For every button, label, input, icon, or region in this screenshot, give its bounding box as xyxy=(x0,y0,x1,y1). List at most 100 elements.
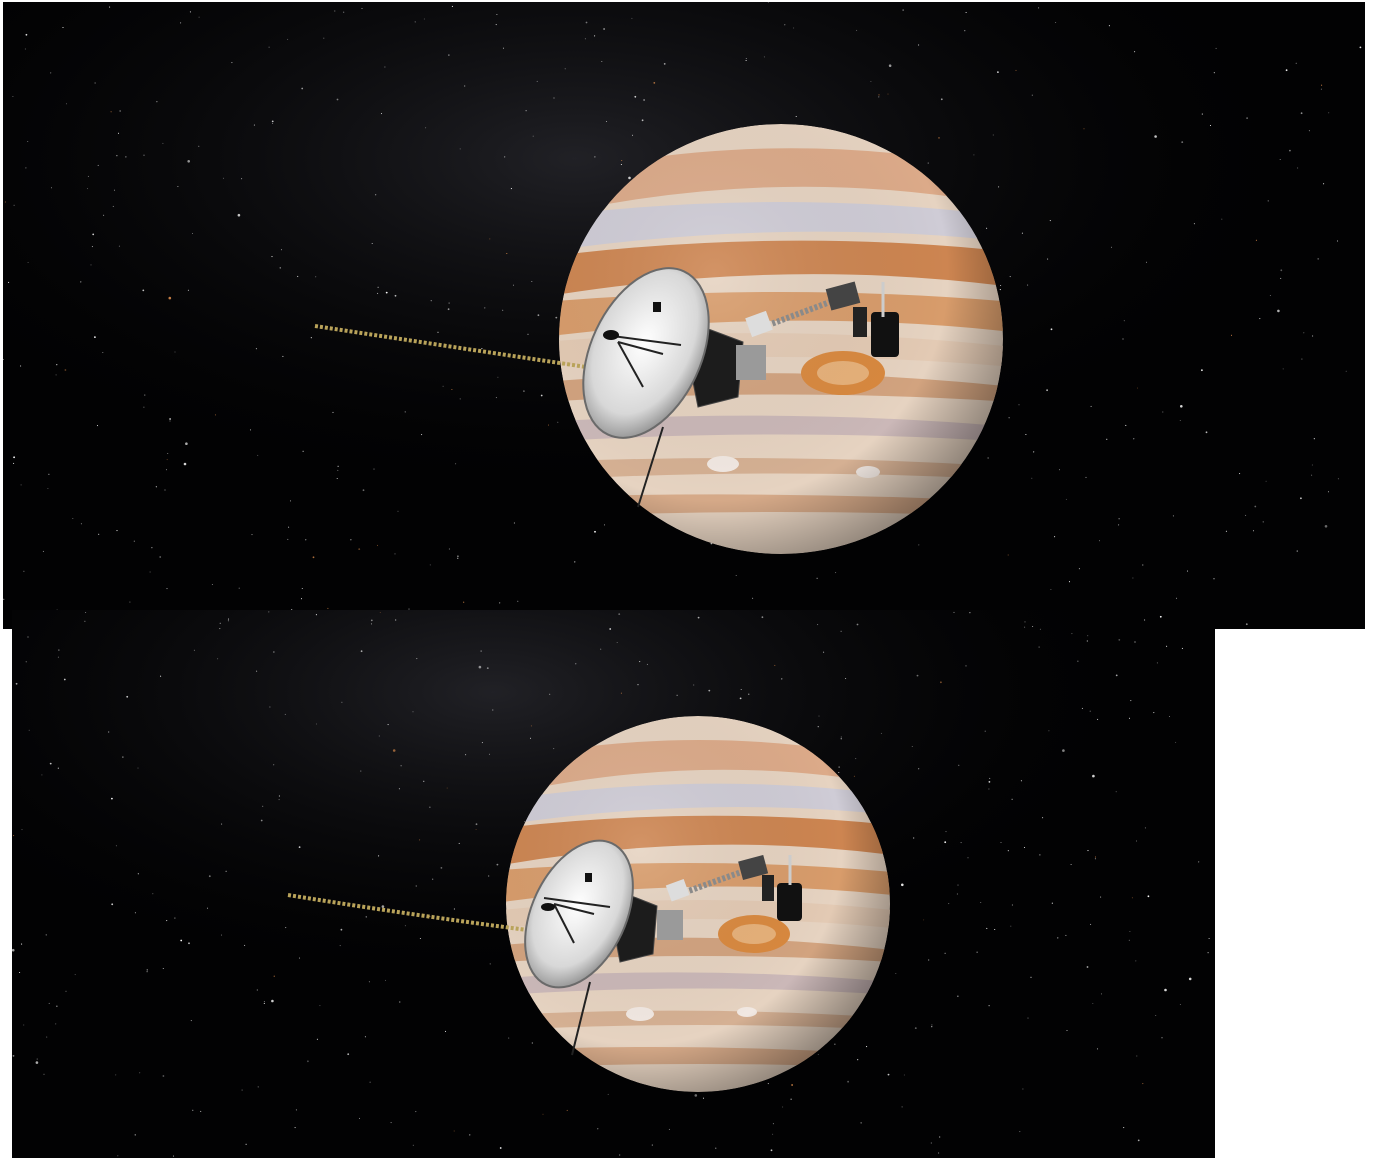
star xyxy=(1085,476,1087,478)
star xyxy=(484,307,486,309)
star xyxy=(245,1143,247,1145)
star xyxy=(211,583,213,586)
science-platform xyxy=(665,854,802,921)
star xyxy=(448,302,450,304)
star xyxy=(143,154,145,156)
star xyxy=(1031,477,1033,479)
star xyxy=(1259,318,1261,320)
star xyxy=(1161,1037,1163,1039)
star xyxy=(63,678,66,681)
star xyxy=(455,463,457,465)
star xyxy=(298,957,301,959)
star xyxy=(1156,662,1158,664)
star xyxy=(918,44,920,46)
star xyxy=(1137,1139,1140,1142)
star xyxy=(364,1036,366,1038)
star xyxy=(134,1134,136,1136)
star xyxy=(8,281,10,283)
star xyxy=(404,925,406,927)
star xyxy=(457,557,459,559)
star xyxy=(437,331,439,333)
star xyxy=(1142,1083,1144,1085)
star xyxy=(940,98,943,101)
star xyxy=(50,72,52,74)
star xyxy=(151,547,153,549)
star xyxy=(1136,1055,1138,1057)
star xyxy=(119,110,121,112)
star xyxy=(486,667,489,669)
star xyxy=(878,94,880,96)
star xyxy=(605,120,608,123)
star xyxy=(169,418,172,420)
star xyxy=(90,264,92,266)
star xyxy=(12,95,14,98)
star xyxy=(284,713,286,715)
star xyxy=(262,805,264,807)
star xyxy=(594,156,596,158)
star xyxy=(395,619,397,621)
star xyxy=(116,530,118,532)
star xyxy=(499,602,501,604)
star xyxy=(96,425,99,427)
star xyxy=(1100,896,1102,898)
star xyxy=(187,289,189,291)
star xyxy=(109,6,111,8)
star xyxy=(160,675,162,677)
star xyxy=(238,587,240,589)
star xyxy=(13,456,16,459)
star xyxy=(887,1073,890,1076)
star xyxy=(1282,368,1284,370)
star xyxy=(84,620,86,622)
star xyxy=(1166,645,1168,647)
star xyxy=(1213,578,1215,580)
star xyxy=(57,767,59,769)
star xyxy=(227,618,230,620)
star xyxy=(488,875,490,877)
star xyxy=(102,351,104,354)
star xyxy=(1118,518,1120,520)
star xyxy=(429,806,431,808)
star xyxy=(219,622,221,624)
star xyxy=(126,695,129,698)
star xyxy=(1087,850,1089,852)
star xyxy=(162,967,164,970)
star xyxy=(156,101,158,103)
star xyxy=(144,394,146,396)
star xyxy=(221,823,223,825)
space-image-top xyxy=(3,2,1365,629)
star xyxy=(208,875,211,878)
star xyxy=(361,7,363,10)
star xyxy=(697,616,700,619)
star xyxy=(419,839,421,841)
star xyxy=(1020,780,1022,782)
star xyxy=(508,1037,510,1039)
star xyxy=(271,256,273,258)
star xyxy=(1130,700,1132,702)
space-image-bottom xyxy=(12,610,1215,1158)
star xyxy=(1297,167,1299,169)
star xyxy=(531,280,533,283)
star xyxy=(206,907,209,909)
star xyxy=(1225,530,1227,532)
star xyxy=(117,132,120,134)
star xyxy=(631,17,633,19)
star xyxy=(74,974,76,976)
science-boom xyxy=(761,296,840,330)
star xyxy=(365,916,367,918)
star xyxy=(901,1106,903,1108)
star xyxy=(419,937,421,940)
star xyxy=(20,484,22,486)
star xyxy=(870,80,872,83)
star xyxy=(217,658,219,660)
star xyxy=(984,730,986,732)
star xyxy=(368,981,370,983)
star xyxy=(137,767,139,769)
star xyxy=(165,469,168,471)
star xyxy=(1057,937,1059,939)
star xyxy=(772,1123,774,1125)
star xyxy=(408,608,410,610)
star xyxy=(994,928,996,931)
star xyxy=(1010,925,1012,927)
star xyxy=(1065,498,1067,500)
star xyxy=(1209,124,1212,127)
